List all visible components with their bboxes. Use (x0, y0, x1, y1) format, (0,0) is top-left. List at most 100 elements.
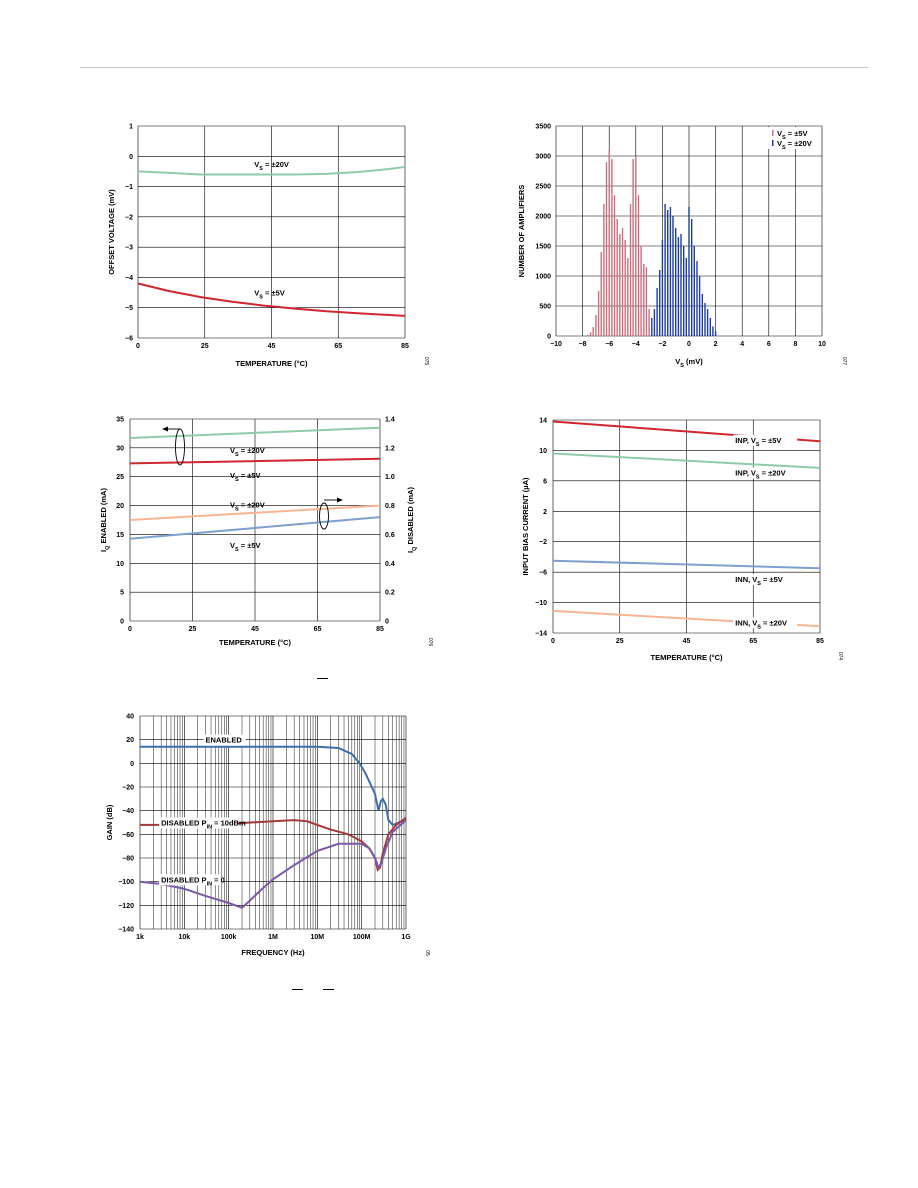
figure-id: 05 (424, 950, 430, 956)
histogram-bar (592, 327, 594, 336)
y-tick-label: −80 (122, 856, 134, 863)
figure-id: 074 (837, 652, 843, 661)
histogram-bar (672, 216, 674, 336)
histogram-bar (595, 315, 597, 336)
histogram-bar (688, 207, 690, 336)
histogram-bar (698, 276, 701, 336)
y-tick-label: −6 (125, 336, 133, 343)
x-tick-label: 25 (201, 343, 209, 350)
y-tick-label: −140 (118, 927, 134, 934)
x-axis-label: TEMPERATURE (°C) (650, 653, 723, 662)
histogram-bar (627, 258, 629, 336)
y2-tick-label: 0.4 (385, 561, 395, 568)
x-tick-label: −6 (605, 341, 613, 348)
x-tick-label: 8 (793, 341, 797, 348)
y-tick-label: 10 (539, 448, 547, 455)
histogram-bar (648, 309, 650, 336)
histogram-bar (616, 219, 618, 336)
x-tick-label: 1k (136, 934, 144, 941)
histogram-bar (651, 318, 653, 336)
x-tick-label: 85 (816, 638, 824, 645)
series-annotation: DISABLED PIN = 0 (161, 875, 225, 887)
x-tick-label: 45 (251, 626, 259, 633)
series-annotation: INN, VS = ±5V (735, 575, 783, 587)
annotation-bg (733, 467, 798, 479)
x-tick-label: 45 (268, 343, 276, 350)
annotation-bg (733, 573, 798, 585)
x-tick-label: 25 (616, 638, 624, 645)
overbar-mark (317, 678, 328, 679)
annotation-bg (733, 617, 798, 629)
series-line (129, 516, 381, 540)
y-tick-label: −40 (122, 808, 134, 815)
histogram-bar (653, 309, 656, 336)
x-tick-label: 10k (178, 934, 190, 941)
histogram-bar (691, 219, 693, 336)
annotation-bg (203, 734, 246, 746)
y-axis-label: GAIN (dB) (105, 804, 114, 840)
annotation-bg (159, 874, 222, 886)
series-annotation: VS = ±20V (230, 500, 265, 512)
x-tick-label: 85 (401, 343, 409, 350)
axis-indicator-ellipse (319, 502, 329, 530)
y-tick-label: −20 (122, 785, 134, 792)
x-tick-label: −8 (579, 341, 587, 348)
series-line (129, 426, 381, 439)
histogram-bar (664, 204, 666, 336)
x-tick-label: 0 (136, 343, 140, 350)
y2-axis-label: IQ DISABLED (mA) (406, 487, 418, 553)
histogram-bar (714, 331, 717, 336)
histogram-bar (704, 303, 706, 336)
histogram-bar (701, 294, 703, 336)
series-annotation: VS = ±5V (230, 541, 261, 553)
series-line (129, 457, 381, 465)
series-line (129, 504, 381, 521)
y-axis-label: NUMBER OF AMPLIFIERS (517, 185, 526, 278)
figure-id: 075 (423, 357, 429, 366)
histogram-bar (643, 264, 645, 336)
y-tick-label: −100 (118, 879, 134, 886)
histogram-bar (613, 195, 616, 336)
arrow-head (162, 426, 168, 432)
x-tick-label: 85 (376, 626, 384, 633)
y-tick-label: 5 (120, 590, 124, 597)
y-tick-label: −4 (125, 275, 133, 282)
series-annotation: VS = ±20V (230, 446, 265, 458)
legend-swatch (772, 140, 774, 146)
y2-tick-label: 1.4 (385, 417, 395, 424)
histogram-bar (696, 261, 698, 336)
y-tick-label: −3 (125, 245, 133, 252)
y-tick-label: 2000 (535, 214, 551, 221)
x-axis-label: VS (mV) (675, 357, 703, 369)
histogram-bar (683, 246, 685, 336)
y2-tick-label: 1.0 (385, 474, 395, 481)
y-tick-label: 1000 (535, 274, 551, 281)
histogram-bar (645, 267, 648, 336)
series-line (137, 282, 406, 317)
histogram-bar (597, 291, 600, 336)
histogram-bar (675, 228, 677, 336)
histogram-bar (712, 326, 714, 336)
x-axis-label: TEMPERATURE (°C) (219, 638, 292, 647)
y2-tick-label: 0.8 (385, 503, 395, 510)
histogram-bar (605, 162, 608, 336)
x-tick-label: 65 (314, 626, 322, 633)
x-tick-label: 2 (714, 341, 718, 348)
histogram-bar (669, 207, 672, 336)
histogram-bar (667, 210, 669, 336)
series-annotation: DISABLED PIN = 10dBm (161, 819, 246, 831)
y-tick-label: −14 (535, 631, 547, 638)
histogram-bar (589, 332, 592, 336)
overbar-mark (292, 989, 303, 990)
y2-tick-label: 0.6 (385, 532, 395, 539)
histogram-bar (706, 309, 709, 336)
histogram-bar (637, 195, 640, 336)
histogram-bar (656, 288, 658, 336)
figure-id: 076 (427, 638, 433, 647)
series-line (140, 816, 407, 872)
x-tick-label: 45 (683, 638, 691, 645)
legend-swatch (772, 130, 774, 136)
histogram-bar (624, 240, 626, 336)
